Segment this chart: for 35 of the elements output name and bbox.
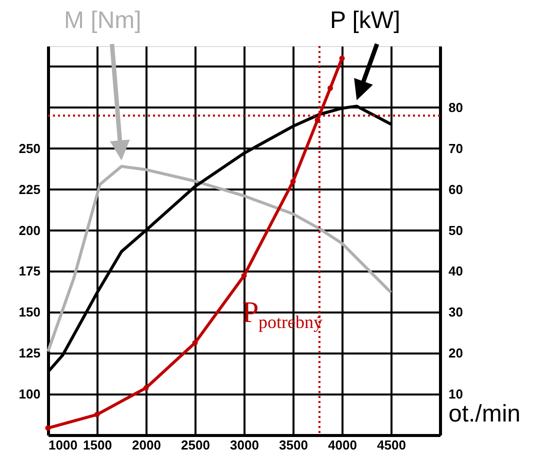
x-tick-label: 2000 xyxy=(132,438,161,452)
y2-tick-label: 30 xyxy=(448,304,463,320)
x-tick-label: 4000 xyxy=(328,438,357,452)
point xyxy=(45,425,51,431)
x-tick-label: 2500 xyxy=(181,438,210,452)
line-series xyxy=(46,164,392,353)
y2-tick-label: 20 xyxy=(448,346,463,361)
y-tick-label: 175 xyxy=(18,264,40,279)
point xyxy=(241,272,247,278)
text: M [Nm] xyxy=(64,7,142,34)
point xyxy=(192,340,198,346)
y-tick-label: 100 xyxy=(18,386,40,402)
point xyxy=(94,412,100,418)
y2-tick-label: 40 xyxy=(448,264,463,279)
y2-tick-label: 70 xyxy=(448,140,463,156)
x-axis-title: ot./min xyxy=(448,400,521,428)
x-tick-label: 1000 xyxy=(48,438,78,452)
y2-tick-label: 50 xyxy=(448,222,463,238)
x-tick-label: 3500 xyxy=(279,438,308,452)
y2-tick-label: 80 xyxy=(448,100,463,115)
y-tick-label: 225 xyxy=(18,182,40,197)
y-tick-label: 150 xyxy=(18,304,40,320)
y2-tick-label: 10 xyxy=(448,386,463,402)
text: P [kW] xyxy=(330,7,400,34)
y-tick-label: 125 xyxy=(18,346,40,361)
y-tick-label: 250 xyxy=(18,140,40,156)
y-tick-label: 200 xyxy=(18,222,40,238)
point xyxy=(328,85,333,91)
point xyxy=(339,56,345,62)
x-tick-label: 1500 xyxy=(83,438,112,452)
point xyxy=(290,178,296,184)
point xyxy=(143,385,149,391)
x-tick-label: 4500 xyxy=(377,438,406,452)
y2-tick-label: 60 xyxy=(448,182,463,197)
x-tick-label: 3000 xyxy=(230,438,259,452)
